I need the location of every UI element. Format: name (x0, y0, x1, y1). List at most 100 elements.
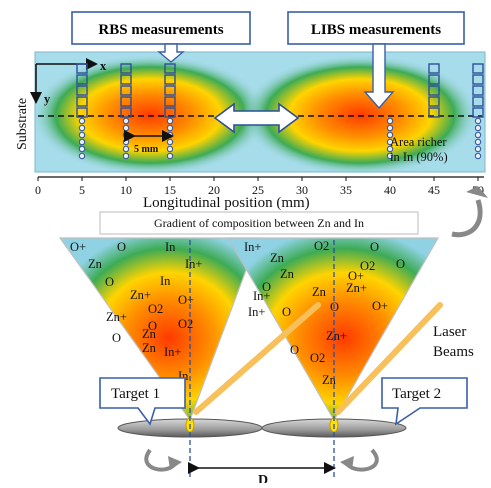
species-label: O (290, 343, 299, 357)
species-label: O (396, 257, 405, 271)
species-label: In+ (248, 305, 265, 319)
measurement-square (164, 63, 176, 74)
ruler-tick-label: 35 (340, 183, 352, 197)
measurement-square (472, 85, 484, 96)
measurement-point (78, 138, 86, 146)
species-label: In (165, 240, 176, 254)
measurement-point (386, 117, 394, 125)
x-axis-label: x (100, 59, 107, 73)
ruler-tick-label: 5 (79, 183, 85, 197)
measurement-point (166, 124, 174, 132)
measurement-point (474, 124, 482, 132)
species-label: O (112, 331, 121, 345)
measurement-square (76, 85, 88, 96)
y-axis-label: y (44, 92, 51, 106)
species-label: In (160, 274, 171, 288)
measurement-point (78, 152, 86, 160)
ruler-ticks: 05101520253035404550 (35, 177, 484, 197)
measurement-square (120, 107, 132, 118)
species-label: Zn (280, 267, 295, 281)
ruler-tick-label: 25 (252, 183, 264, 197)
species-label: O2 (314, 239, 329, 253)
measurement-point (474, 145, 482, 153)
species-label: O+ (70, 240, 86, 254)
species-label: Zn+ (130, 288, 151, 302)
measurement-point (166, 145, 174, 153)
species-label: Zn+ (346, 281, 367, 295)
area-richer-line1: Area richer (390, 135, 447, 149)
measurement-square (164, 85, 176, 96)
measurement-point (386, 145, 394, 153)
measurement-square (428, 85, 440, 96)
species-label: O (105, 275, 114, 289)
species-label: In+ (253, 289, 270, 303)
rbs-callout-label: RBS measurements (98, 22, 223, 38)
species-label: In (178, 369, 189, 383)
species-label: O+ (348, 269, 364, 283)
measurement-square (472, 63, 484, 74)
measurement-point (122, 124, 130, 132)
species-label: Zn (142, 327, 157, 341)
species-label: O+ (178, 293, 194, 307)
measurement-point (78, 117, 86, 125)
longitudinal-label: Longitudinal position (mm) (143, 195, 310, 211)
target-2-label: Target 2 (392, 386, 441, 402)
species-label: O2 (178, 317, 193, 331)
measurement-square (164, 96, 176, 107)
measurement-columns (76, 63, 484, 160)
measurement-square (472, 107, 484, 118)
measurement-square (428, 74, 440, 85)
measurement-square (76, 74, 88, 85)
ruler-tick-label: 30 (296, 183, 308, 197)
rbs-callout-box (71, 11, 251, 45)
species-label: O (117, 240, 126, 254)
measurement-square (120, 63, 132, 74)
species-label: O+ (372, 299, 388, 313)
ruler-tick-label: 0 (35, 183, 41, 197)
measurement-point (474, 138, 482, 146)
species-label: Zn (142, 341, 157, 355)
measurement-square (120, 96, 132, 107)
species-label: Zn (322, 373, 337, 387)
measurement-point (474, 117, 482, 125)
measurement-point (122, 145, 130, 153)
ruler-tick-label: 15 (164, 183, 176, 197)
laser-label-line1: Laser (433, 324, 466, 340)
species-label: O2 (360, 259, 375, 273)
species-label: Zn (88, 257, 103, 271)
laser-beam-1 (193, 302, 321, 415)
measurement-point (78, 131, 86, 139)
double-arrow (213, 102, 300, 134)
measurement-point (386, 138, 394, 146)
libs-callout-box (287, 11, 465, 45)
measurement-point (166, 131, 174, 139)
ruler-tick-label: 10 (120, 183, 132, 197)
measurement-square (76, 96, 88, 107)
species-label: O2 (310, 351, 325, 365)
gradient-callout-box (99, 211, 419, 235)
laser-label-line2: Beams (433, 344, 474, 360)
laser-beam-2 (335, 302, 443, 415)
distance-label: D (258, 473, 268, 483)
measurement-point (78, 124, 86, 132)
target-1-label: Target 1 (111, 386, 160, 402)
species-label: Zn (312, 285, 327, 299)
species-label: Zn+ (326, 329, 347, 343)
species-label: In+ (185, 257, 202, 271)
species-label: O (370, 240, 379, 254)
curved-arrow-right-head (466, 186, 488, 198)
species-label: O (148, 319, 157, 333)
measurement-point (386, 124, 394, 132)
measurement-square (472, 96, 484, 107)
measurement-square (76, 63, 88, 74)
measurement-point (78, 145, 86, 153)
rotation-arrow-2-head (340, 456, 354, 470)
target-1-callout (99, 377, 186, 426)
libs-callout-label: LIBS measurements (311, 22, 441, 38)
area-richer-line2: in In (90%) (390, 150, 448, 164)
species-label: Zn (270, 251, 285, 265)
libs-callout-arrow (363, 43, 395, 110)
measurement-point (166, 138, 174, 146)
